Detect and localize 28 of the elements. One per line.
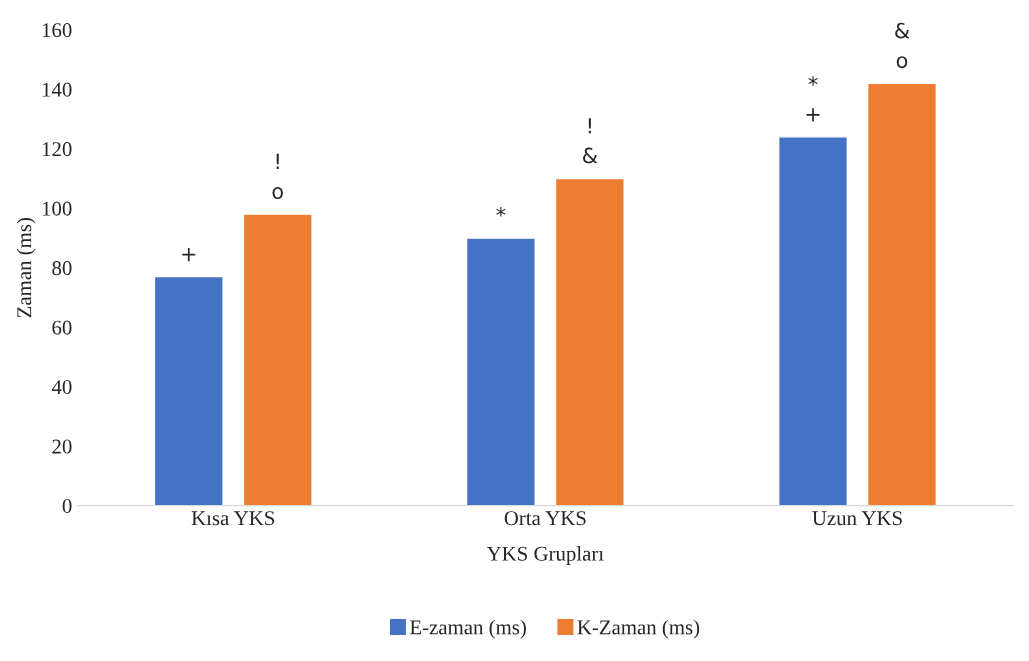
- bar: [554, 177, 625, 506]
- y-tick-label: 60: [52, 320, 72, 335]
- y-tick-label: 160: [42, 23, 72, 38]
- y-tick-label: 80: [52, 261, 72, 276]
- y-tick-label: 20: [52, 439, 72, 454]
- annotation: & o: [895, 22, 910, 69]
- annotation: *: [496, 207, 506, 217]
- x-tick-label: Kısa YKS: [191, 511, 275, 526]
- y-axis-title: Zaman (ms): [16, 218, 36, 318]
- annotation: +: [182, 248, 196, 262]
- y-tick-label: 100: [42, 201, 72, 216]
- annotation: * +: [806, 76, 820, 122]
- bar: [242, 213, 313, 506]
- x-tick-label: Orta YKS: [504, 511, 586, 526]
- y-tick-label: 0: [62, 499, 72, 514]
- legend-label: K-Zaman (ms): [577, 619, 700, 639]
- x-axis-title: YKS Grupları: [486, 546, 604, 565]
- x-tick-label: Uzun YKS: [812, 511, 902, 526]
- y-tick-label: 140: [42, 82, 72, 97]
- y-tick-label: 120: [42, 142, 72, 157]
- y-tick-label: 40: [51, 380, 72, 395]
- bar: [777, 136, 849, 506]
- bar: [866, 82, 938, 506]
- bar: [153, 275, 224, 506]
- bar: [465, 237, 536, 506]
- annotation: ! &: [583, 118, 598, 164]
- legend-label: E-zaman (ms): [410, 619, 526, 639]
- annotation: ! o: [272, 153, 283, 200]
